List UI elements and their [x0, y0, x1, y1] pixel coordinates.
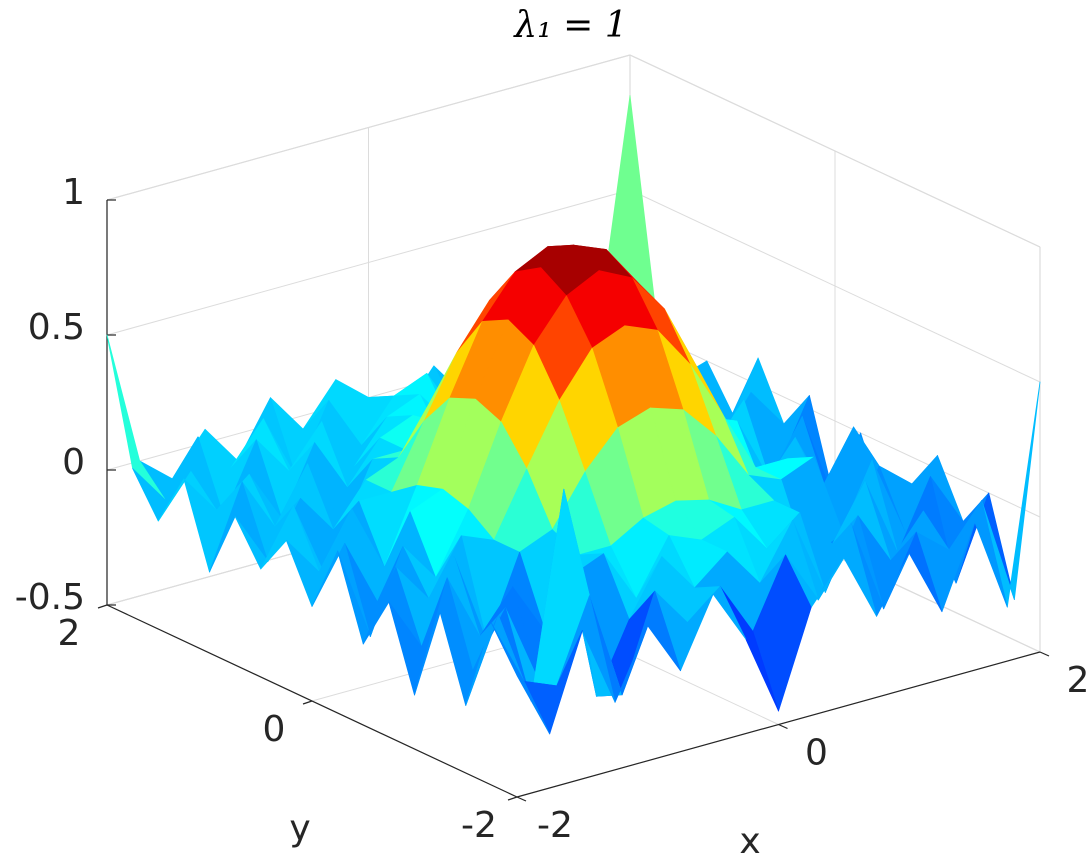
z-tick-label: 1 [62, 172, 85, 213]
chart-title: λ₁ = 1 [512, 5, 627, 46]
y-tick [507, 796, 518, 801]
x-tick-label: 2 [1067, 660, 1090, 701]
z-tick-label: -0.5 [15, 577, 85, 618]
y-tick-label: 0 [263, 709, 286, 750]
surface-face [981, 381, 1041, 608]
x-axis-label: x [739, 821, 760, 862]
surface-face [490, 622, 551, 735]
x-tick [1039, 651, 1050, 657]
y-tick [302, 700, 313, 705]
grid-line [106, 54, 631, 201]
y-axis-label: y [289, 808, 310, 849]
x-tick [516, 796, 527, 802]
grid-line [106, 189, 631, 336]
x-tick [778, 723, 788, 730]
y-tick [97, 604, 108, 609]
grid-line [629, 189, 1041, 383]
y-tick-label: -2 [461, 805, 497, 846]
grid-line [629, 54, 1041, 248]
x-tick-label: -2 [537, 805, 573, 846]
z-tick-label: 0 [62, 442, 85, 483]
z-tick-label: 0.5 [28, 307, 85, 348]
grid-line [629, 324, 1041, 518]
x-tick-label: 0 [805, 733, 828, 774]
y-tick-label: 2 [58, 613, 81, 654]
